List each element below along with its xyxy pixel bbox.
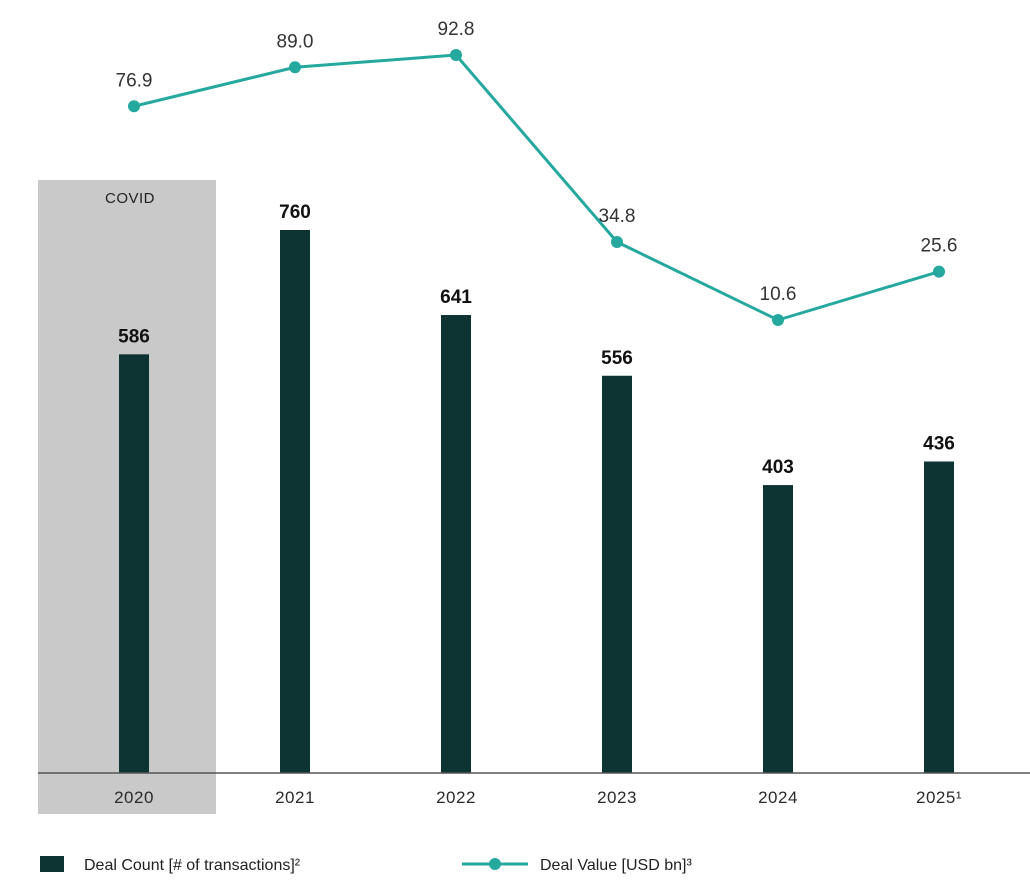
x-tick-label-1: 2021 (275, 788, 315, 807)
line-value-labels: 76.9 89.0 92.8 34.8 10.6 25.6 (116, 19, 958, 305)
line-point-2 (450, 49, 462, 61)
x-tick-labels: 2020 2021 2022 2023 2024 2025¹ (114, 788, 962, 807)
bar-5 (924, 461, 954, 773)
line-value-label-3: 34.8 (599, 206, 636, 227)
legend-marker-deal-value (489, 858, 501, 870)
bar-value-label-4: 403 (762, 457, 794, 478)
bars-layer (119, 230, 954, 773)
line-point-0 (128, 100, 140, 113)
bar-value-label-1: 760 (279, 202, 311, 223)
bar-3 (602, 375, 632, 773)
legend: Deal Count [# of transactions]² Deal Valu… (40, 856, 692, 874)
bar-4 (763, 485, 793, 773)
line-point-1 (289, 61, 301, 74)
line-point-3 (611, 235, 623, 248)
bar-2 (441, 315, 471, 773)
bar-value-label-5: 436 (923, 433, 955, 454)
bar-0 (119, 354, 149, 773)
deal-value-line (133, 53, 940, 322)
line-value-label-5: 25.6 (921, 236, 958, 257)
line-value-label-1: 89.0 (277, 31, 314, 52)
legend-swatch-deal-count (40, 856, 64, 872)
bar-value-label-3: 556 (601, 348, 633, 369)
legend-label-deal-count: Deal Count [# of transactions]² (84, 857, 301, 874)
line-series-layer (128, 49, 945, 326)
bar-value-label-2: 641 (440, 287, 472, 308)
x-tick-label-5: 2025¹ (916, 788, 962, 807)
x-tick-label-4: 2024 (758, 788, 798, 807)
legend-label-deal-value: Deal Value [USD bn]³ (540, 857, 692, 874)
line-value-label-2: 92.8 (438, 19, 475, 40)
line-value-label-4: 10.6 (760, 284, 797, 305)
line-point-5 (933, 265, 945, 278)
line-value-label-0: 76.9 (116, 70, 153, 91)
line-point-4 (772, 314, 784, 326)
bar-1 (280, 230, 310, 773)
covid-annotation: COVID (105, 190, 155, 207)
x-tick-label-0: 2020 (114, 788, 154, 807)
x-tick-label-2: 2022 (436, 788, 476, 807)
bar-value-label-0: 586 (118, 326, 150, 347)
x-tick-label-3: 2023 (597, 788, 637, 807)
bar-value-labels: 586 760 641 556 403 436 (118, 202, 955, 478)
